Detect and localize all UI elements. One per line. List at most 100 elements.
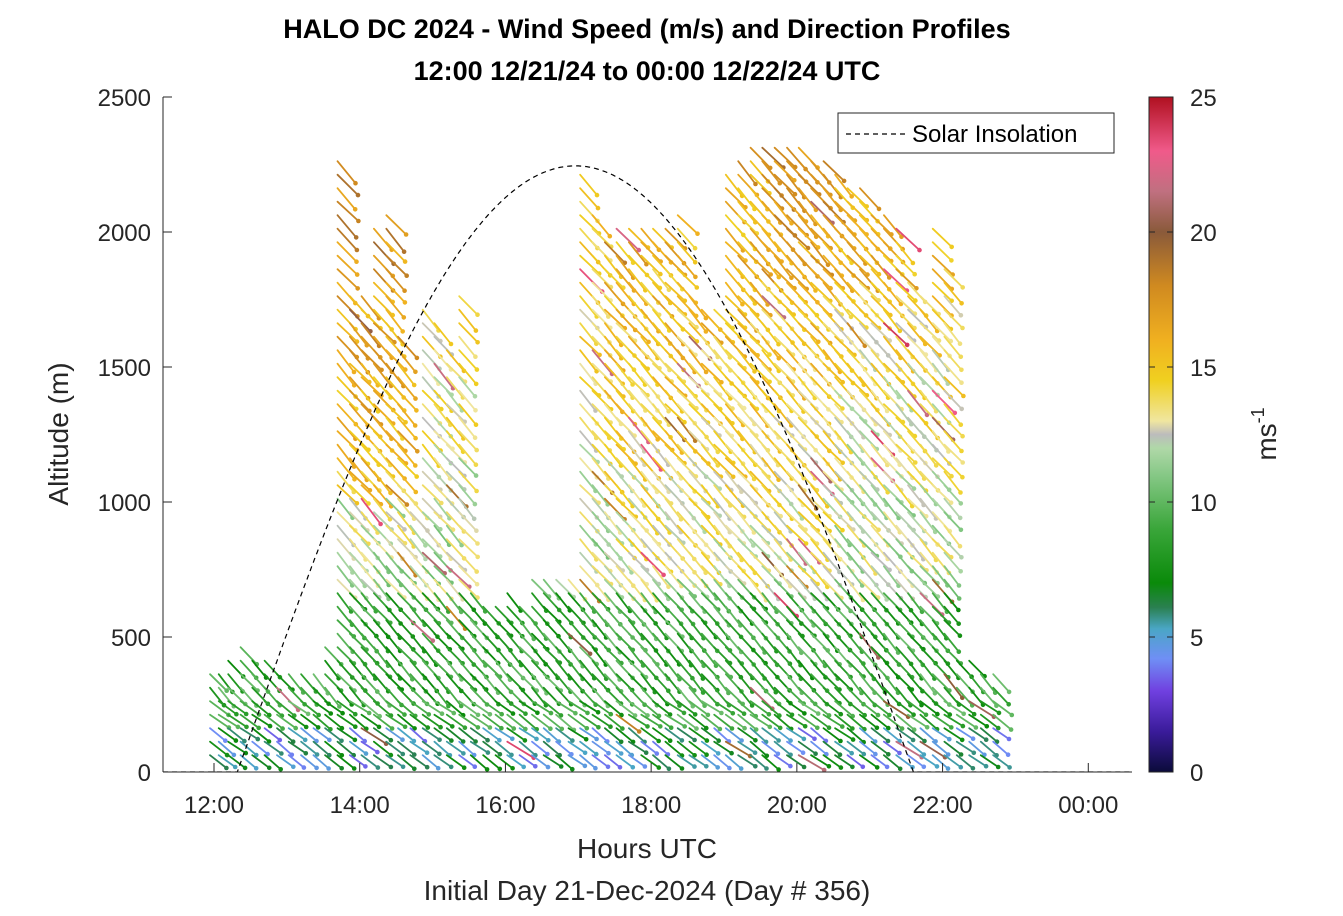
- wind-barb: [834, 673, 852, 691]
- wind-barb: [919, 308, 939, 332]
- wind-barb: [797, 200, 817, 225]
- wind-barb: [859, 403, 877, 426]
- wind-barb: [931, 619, 948, 640]
- wind-barb-head: [328, 711, 334, 716]
- wind-barb: [895, 416, 916, 438]
- wind-barb: [640, 470, 658, 493]
- wind-barb: [615, 713, 641, 733]
- wind-barb: [724, 484, 744, 507]
- wind-barb: [943, 470, 962, 494]
- wind-barb: [822, 349, 841, 373]
- wind-barb: [859, 214, 880, 236]
- colorbar-tick-label: 5: [1190, 625, 1203, 652]
- wind-barb: [773, 160, 796, 182]
- wind-barb: [810, 214, 829, 238]
- wind-barb: [688, 646, 705, 667]
- wind-barb-head: [510, 711, 516, 716]
- wind-barb: [676, 254, 697, 278]
- wind-barb: [628, 349, 649, 370]
- wind-barb: [409, 700, 430, 716]
- wind-barb-head: [935, 711, 940, 717]
- wind-barb: [931, 484, 952, 504]
- wind-barb-head: [911, 486, 917, 491]
- wind-barb-head: [753, 727, 759, 732]
- wind-barb: [761, 146, 785, 169]
- wind-barb-head: [472, 435, 478, 441]
- wind-barb: [385, 416, 404, 440]
- wind-barb: [531, 619, 547, 640]
- wind-barb: [433, 673, 450, 693]
- wind-barb-head: [970, 766, 976, 771]
- wind-barb: [664, 646, 680, 666]
- wind-barb: [895, 295, 916, 315]
- wind-barb: [859, 281, 880, 302]
- wind-barb-head: [242, 738, 247, 744]
- wind-barb: [360, 659, 377, 680]
- wind-barb: [628, 362, 646, 386]
- wind-barb: [773, 349, 795, 371]
- wind-barb: [506, 592, 522, 612]
- wind-barb-head: [402, 300, 408, 305]
- wind-barb: [859, 754, 879, 769]
- wind-barb: [336, 173, 359, 197]
- wind-barb: [385, 403, 407, 424]
- wind-barb: [846, 565, 864, 587]
- wind-barb: [591, 268, 612, 289]
- wind-barb: [676, 578, 696, 598]
- wind-barb-head: [694, 285, 700, 290]
- wind-barb-head: [474, 581, 480, 587]
- wind-barb-head: [656, 738, 661, 744]
- wind-barb: [713, 565, 731, 587]
- wind-barb: [737, 713, 758, 731]
- wind-barb: [737, 295, 759, 316]
- wind-barb-head: [475, 554, 481, 560]
- wind-barb: [810, 200, 834, 224]
- wind-barb: [688, 511, 706, 533]
- wind-barb: [943, 308, 964, 329]
- wind-barb-head: [224, 765, 229, 771]
- wind-barb: [458, 470, 478, 492]
- wind-barb: [676, 389, 698, 410]
- y-tick-label: 1000: [98, 490, 151, 517]
- wind-barb-head: [730, 474, 736, 480]
- wind-barb-head: [679, 738, 685, 743]
- wind-barb: [700, 484, 719, 508]
- wind-barb: [397, 403, 417, 427]
- wind-barb: [676, 308, 698, 329]
- wind-barb: [336, 740, 355, 757]
- wind-barb-head: [423, 556, 428, 562]
- wind-barb: [591, 727, 609, 743]
- wind-barb: [494, 659, 511, 681]
- wind-barb: [773, 511, 792, 533]
- wind-barb: [979, 754, 1000, 768]
- wind-barb-head: [776, 274, 782, 280]
- wind-barb-head: [667, 712, 673, 717]
- wind-barb: [810, 551, 831, 572]
- wind-barb: [859, 335, 879, 357]
- wind-barb: [360, 592, 377, 613]
- wind-barb: [263, 713, 284, 730]
- wind-barb: [628, 281, 648, 305]
- wind-barb: [761, 497, 782, 518]
- wind-barb: [579, 362, 597, 385]
- wind-barb: [810, 484, 829, 508]
- wind-barb: [531, 727, 550, 742]
- wind-barb: [421, 754, 440, 770]
- wind-barb-head: [692, 245, 698, 251]
- wind-barb: [385, 227, 406, 253]
- wind-barb-head: [959, 737, 965, 743]
- wind-barb: [688, 349, 707, 373]
- wind-barb: [615, 268, 635, 292]
- wind-barb: [688, 497, 710, 519]
- wind-barb: [943, 416, 964, 438]
- colorbar-gradient: [1148, 96, 1174, 773]
- wind-barb-head: [400, 751, 406, 757]
- wind-barb: [542, 713, 563, 730]
- wind-barb-head: [315, 725, 321, 730]
- wind-barb: [883, 740, 901, 754]
- wind-barb: [312, 713, 332, 731]
- wind-barb: [482, 740, 501, 756]
- wind-barb: [506, 740, 535, 759]
- wind-barb: [931, 565, 949, 587]
